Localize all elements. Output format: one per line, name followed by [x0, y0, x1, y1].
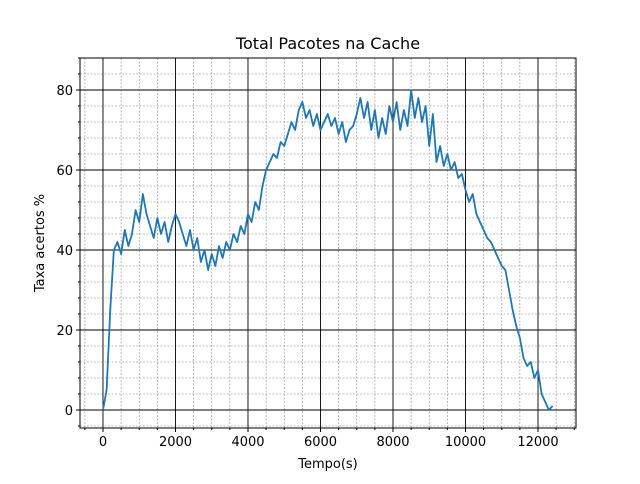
y-tick-label: 0 [65, 404, 73, 419]
x-tick-label: 8000 [376, 435, 409, 450]
plot-frame [79, 57, 577, 429]
chart-title: Total Pacotes na Cache [235, 34, 420, 53]
data-line [102, 89, 554, 411]
x-tick-label: 12000 [517, 435, 558, 450]
y-tick-label: 20 [56, 324, 73, 339]
y-tick-label: 40 [56, 244, 73, 259]
x-tick-label: 4000 [231, 435, 264, 450]
x-tick-label: 0 [99, 435, 107, 450]
y-axis-label: Taxa acertos % [33, 194, 48, 293]
x-tick-label: 2000 [159, 435, 192, 450]
x-tick-label: 10000 [445, 435, 486, 450]
x-axis-label: Tempo(s) [297, 457, 358, 472]
y-tick-label: 80 [56, 84, 73, 99]
y-tick-label: 60 [56, 164, 73, 179]
x-tick-label: 6000 [304, 435, 337, 450]
